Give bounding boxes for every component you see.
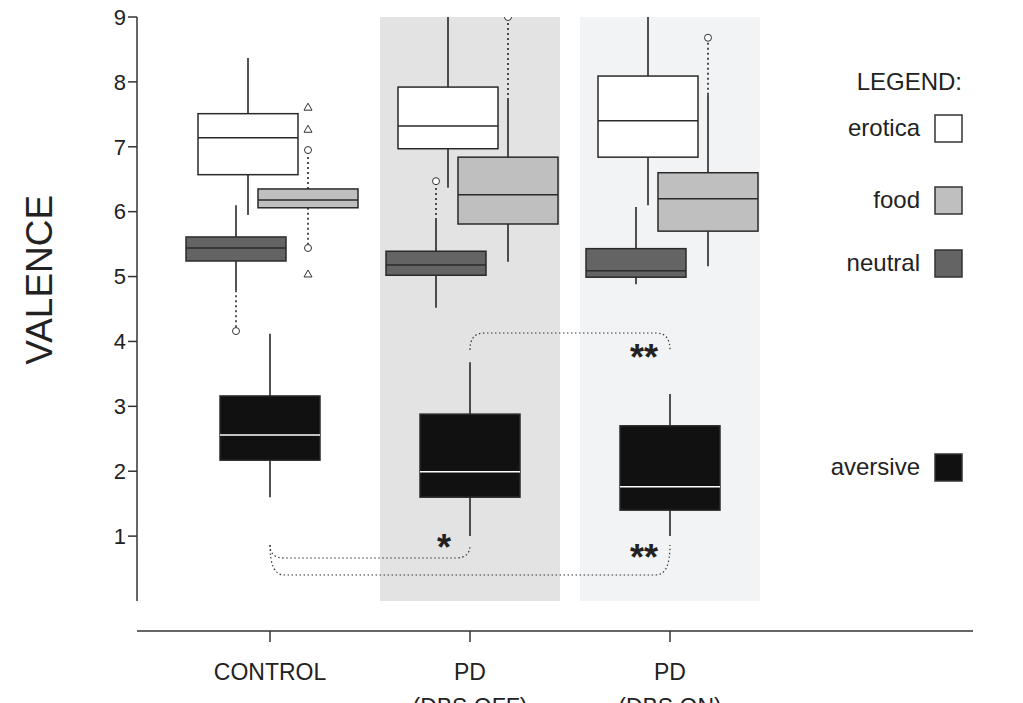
svg-text:neutral: neutral [847, 249, 920, 276]
svg-text:aversive: aversive [831, 453, 920, 480]
svg-text:9: 9 [114, 5, 126, 30]
svg-text:6: 6 [114, 199, 126, 224]
svg-text:4: 4 [114, 329, 126, 354]
svg-text:PD(DBS ON): PD(DBS ON) [618, 659, 722, 703]
svg-text:*: * [437, 527, 451, 568]
svg-text:LEGEND:: LEGEND: [857, 68, 962, 95]
svg-text:1: 1 [114, 524, 126, 549]
svg-text:3: 3 [114, 394, 126, 419]
svg-text:VALENCE: VALENCE [19, 195, 60, 365]
svg-text:7: 7 [114, 135, 126, 160]
svg-text:**: ** [630, 337, 658, 378]
svg-text:food: food [873, 186, 920, 213]
svg-text:erotica: erotica [848, 114, 921, 141]
svg-text:CONTROL: CONTROL [214, 659, 327, 685]
svg-text:8: 8 [114, 70, 126, 95]
svg-text:PD(DBS OFF): PD(DBS OFF) [413, 659, 528, 703]
svg-text:5: 5 [114, 264, 126, 289]
svg-text:2: 2 [114, 459, 126, 484]
svg-text:**: ** [630, 537, 658, 578]
